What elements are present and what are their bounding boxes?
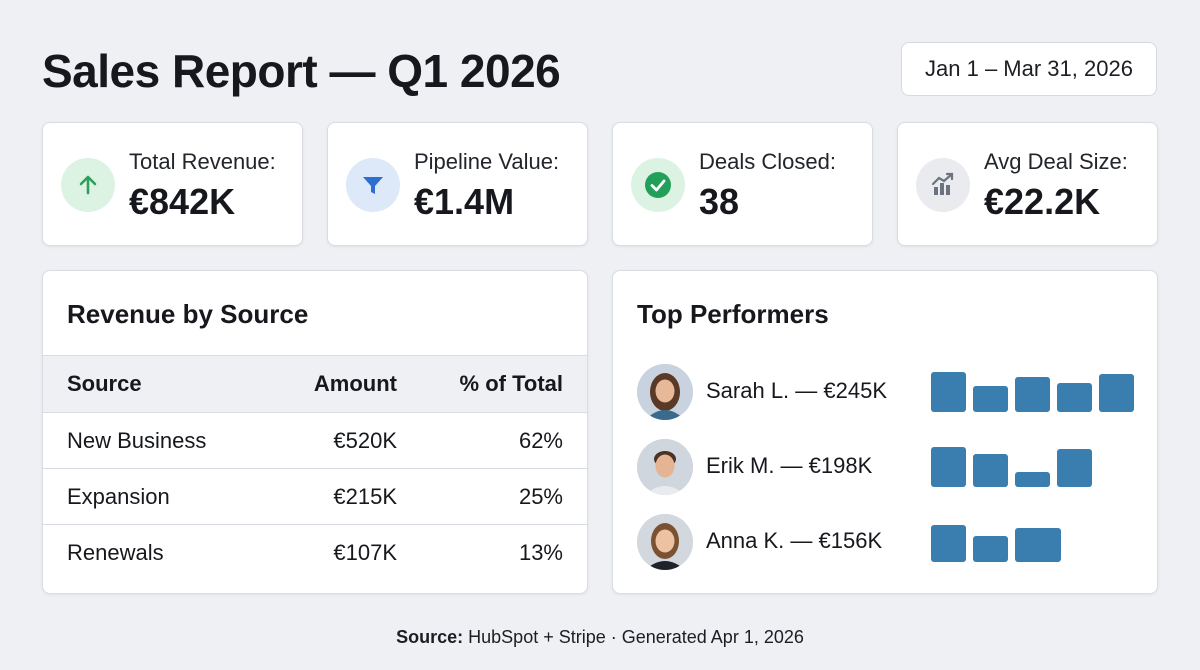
- kpi-value: €842K: [129, 181, 236, 222]
- cell-source: Renewals: [67, 539, 164, 565]
- performer-bars: [931, 364, 1141, 420]
- performer-name: Erik M. — €198K: [706, 453, 873, 478]
- performer-bar: [931, 525, 966, 562]
- performer-name: Sarah L. — €245K: [706, 378, 888, 403]
- page-title: Sales Report — Q1 2026: [42, 45, 561, 97]
- performer-bar: [931, 447, 966, 487]
- kpi-value: €1.4M: [414, 181, 515, 222]
- cell-source: Expansion: [43, 468, 247, 525]
- table-row: Renewals €107K 13%: [43, 525, 587, 581]
- source-footer: Source: HubSpot + Stripe · Generated Apr…: [0, 627, 1200, 648]
- cell-percent: 25%: [397, 468, 587, 525]
- avatar: [637, 514, 693, 570]
- cell-amount: €520K: [247, 412, 397, 469]
- kpi-card-total-revenue: Total Revenue: €842K: [42, 122, 303, 246]
- source-text: HubSpot + Stripe · Generated Apr 1, 2026: [468, 627, 804, 647]
- performer-name: Anna K. — €156K: [706, 528, 883, 553]
- kpi-label: Pipeline Value:: [414, 149, 560, 174]
- performer-bar: [1015, 472, 1050, 487]
- performer-row: Sarah L. — €245K: [637, 364, 1137, 420]
- performer-row: Anna K. — €156K: [637, 514, 1137, 570]
- performer-row: Erik M. — €198K: [637, 439, 1137, 495]
- performer-bars: [931, 439, 1141, 495]
- kpi-card-avg-deal-size: Avg Deal Size: €22.2K: [897, 122, 1158, 246]
- avatar: [637, 364, 693, 420]
- panel-title: Top Performers: [637, 299, 829, 329]
- column-header-source[interactable]: Source: [43, 355, 247, 413]
- performer-bar: [1057, 383, 1092, 412]
- cell-source: New Business: [43, 412, 247, 469]
- performer-bar: [1099, 374, 1134, 412]
- arrow-up-icon: [61, 158, 115, 212]
- source-label: Source:: [396, 627, 464, 647]
- kpi-value: €22.2K: [984, 181, 1101, 222]
- avatar: [637, 439, 693, 495]
- cell-percent: 62%: [397, 412, 587, 469]
- performer-bar: [931, 372, 966, 412]
- performer-bar: [973, 454, 1008, 487]
- kpi-value: 38: [699, 181, 740, 222]
- check-circle-icon: [631, 158, 685, 212]
- panel-title: Revenue by Source: [67, 299, 309, 329]
- table-row: New Business €520K 62%: [43, 412, 587, 469]
- kpi-card-pipeline-value: Pipeline Value: €1.4M: [327, 122, 588, 246]
- cell-amount: €215K: [247, 468, 397, 525]
- table-header-row: Source Amount % of Total: [43, 355, 587, 413]
- kpi-label: Deals Closed:: [699, 149, 836, 174]
- performer-bars: [931, 514, 1141, 570]
- column-header-amount[interactable]: Amount: [247, 355, 397, 413]
- trend-chart-icon: [916, 158, 970, 212]
- revenue-by-source-panel: Revenue by Source Source Amount % of Tot…: [42, 270, 588, 594]
- column-header-percent[interactable]: % of Total: [397, 355, 587, 413]
- performer-bar: [973, 536, 1008, 562]
- performer-bar: [1057, 449, 1092, 487]
- revenue-table: Source Amount % of Total New Business €5…: [43, 355, 587, 581]
- performer-bar: [1015, 377, 1050, 412]
- performer-bar: [973, 386, 1008, 412]
- table-row: Expansion €215K 25%: [43, 468, 587, 525]
- cell-percent: 13%: [518, 539, 563, 565]
- top-performers-panel: Top Performers Sarah L. — €245K Erik M. …: [612, 270, 1158, 594]
- performer-bar: [1015, 528, 1061, 562]
- kpi-card-deals-closed: Deals Closed: 38: [612, 122, 873, 246]
- kpi-label: Avg Deal Size:: [984, 149, 1128, 174]
- date-range-picker[interactable]: Jan 1 – Mar 31, 2026: [901, 42, 1157, 96]
- kpi-label: Total Revenue:: [129, 149, 276, 174]
- cell-amount: €107K: [333, 539, 397, 565]
- funnel-icon: [346, 158, 400, 212]
